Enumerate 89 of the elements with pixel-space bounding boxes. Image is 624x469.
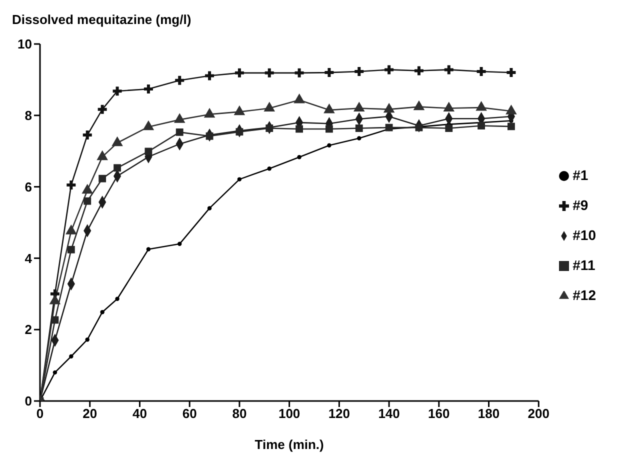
point [234, 105, 246, 116]
y-tick-label: 6 [24, 179, 32, 194]
point [476, 101, 487, 111]
point [297, 155, 302, 160]
point [236, 128, 244, 136]
point [267, 166, 272, 171]
point [384, 65, 394, 74]
point [476, 66, 486, 76]
x-tick-label: 80 [232, 406, 247, 422]
point [445, 124, 453, 132]
point [98, 104, 107, 114]
x-tick-label: 100 [278, 406, 300, 422]
legend-label: #1 [572, 166, 588, 182]
point [415, 124, 423, 132]
x-tick-label: 60 [182, 406, 197, 422]
point [114, 164, 121, 172]
point [205, 71, 214, 80]
point [237, 177, 242, 182]
point [324, 68, 334, 78]
point [69, 354, 74, 358]
point [96, 150, 108, 160]
point [478, 122, 486, 130]
x-tick-label: 160 [428, 406, 450, 422]
y-tick-label: 8 [24, 108, 32, 124]
legend-label: #10 [572, 226, 596, 242]
x-tick-label: 20 [82, 406, 98, 422]
point [326, 125, 333, 133]
point [324, 104, 335, 114]
point [175, 76, 184, 85]
point [383, 102, 395, 113]
point [67, 246, 75, 254]
point [146, 247, 151, 252]
point [144, 148, 152, 156]
point [444, 65, 454, 74]
y-tick-label: 4 [24, 250, 33, 266]
legend-label: #9 [572, 196, 588, 212]
point [144, 84, 153, 94]
point [174, 113, 186, 123]
point [82, 184, 94, 194]
point [506, 104, 517, 114]
point [385, 124, 393, 132]
y-axis-title: Dissolved mequitazine (mg/l) [12, 12, 192, 27]
point [100, 310, 104, 314]
point [443, 102, 455, 112]
point [355, 124, 363, 132]
point [84, 197, 92, 205]
x-tick-label: 200 [528, 406, 550, 422]
point [176, 128, 184, 136]
point [82, 130, 92, 140]
x-tick-label: 180 [478, 406, 500, 422]
point [142, 120, 154, 130]
point [414, 66, 424, 76]
point [506, 68, 516, 78]
point [413, 100, 425, 110]
y-tick-label: 2 [24, 322, 32, 338]
point [204, 108, 216, 118]
y-tick-label: 0 [24, 394, 32, 409]
x-tick-label: 0 [36, 406, 44, 422]
legend-label: #11 [572, 256, 596, 272]
point [66, 180, 76, 190]
point [234, 68, 244, 78]
x-axis-title: Time (min.) [254, 437, 324, 452]
legend-label: #12 [572, 286, 596, 302]
point [264, 68, 274, 78]
point [264, 102, 276, 112]
x-tick-label: 140 [378, 406, 400, 422]
point [98, 174, 106, 182]
point [206, 132, 214, 140]
x-tick-label: 120 [328, 406, 350, 422]
point [266, 124, 274, 132]
point [294, 94, 305, 104]
point [52, 370, 58, 375]
y-tick-label: 10 [18, 36, 32, 52]
point [178, 242, 182, 246]
point [112, 86, 122, 96]
point [508, 122, 515, 130]
point [357, 136, 362, 140]
point [296, 125, 303, 133]
point [115, 296, 120, 302]
point [112, 136, 123, 146]
point [207, 206, 212, 210]
point [354, 66, 364, 76]
point [294, 68, 304, 78]
point [85, 337, 90, 342]
point [49, 294, 61, 304]
point [66, 224, 77, 234]
x-tick-label: 40 [132, 406, 147, 422]
point [327, 143, 332, 148]
point [353, 102, 365, 112]
